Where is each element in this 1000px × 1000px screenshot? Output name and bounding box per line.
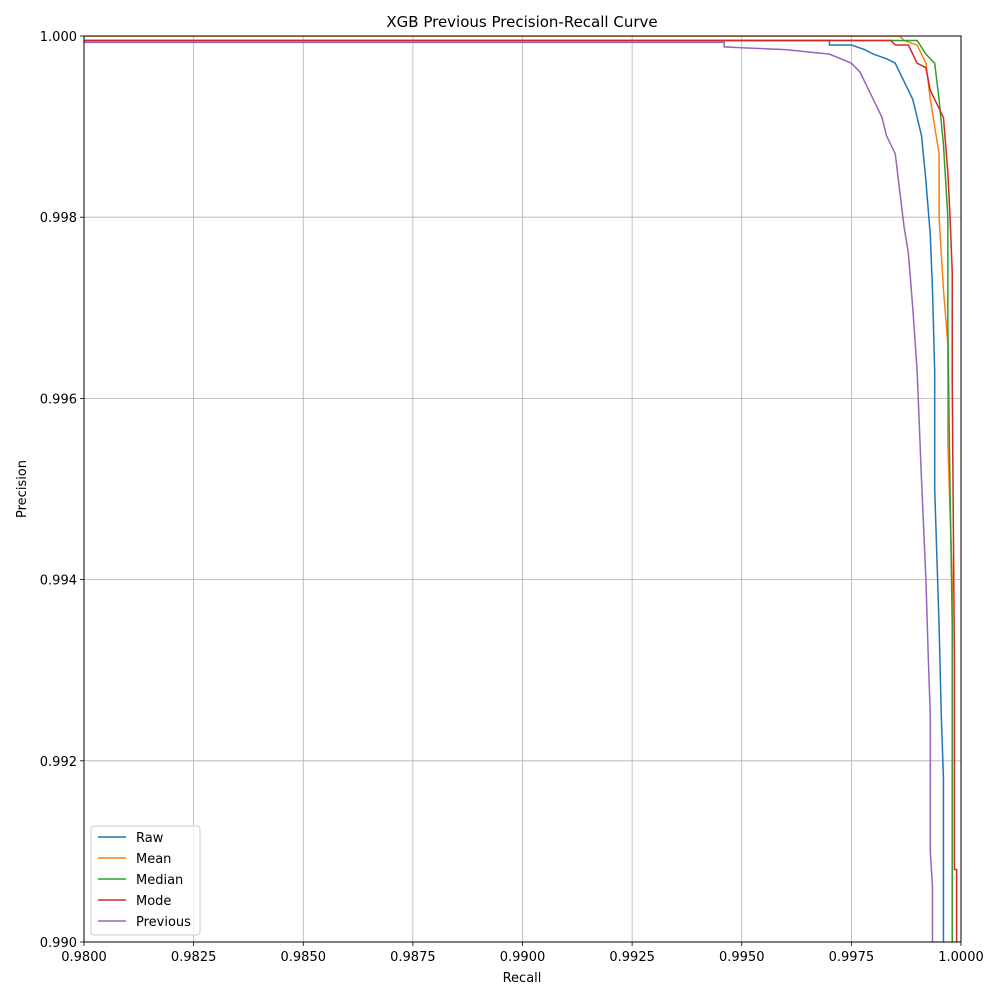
x-tick-label: 0.9950 <box>719 950 765 965</box>
x-tick-label: 1.0000 <box>938 950 984 965</box>
y-tick-label: 0.994 <box>40 574 77 589</box>
x-tick-label: 0.9850 <box>281 950 327 965</box>
legend-label-mode: Mode <box>136 894 171 909</box>
x-tick-label: 0.9925 <box>609 950 655 965</box>
x-tick-label: 0.9825 <box>171 950 217 965</box>
y-tick-label: 0.992 <box>40 755 77 770</box>
y-axis-ticks: 0.990 0.992 0.994 0.996 0.998 1.000 <box>40 30 84 951</box>
chart-title: XGB Previous Precision-Recall Curve <box>386 13 657 31</box>
series-line-previous <box>84 41 934 942</box>
y-tick-label: 0.996 <box>40 392 77 407</box>
x-axis-label: Recall <box>503 971 542 986</box>
series-line-raw <box>84 39 945 942</box>
y-tick-label: 0.998 <box>40 211 77 226</box>
series-line-median <box>84 39 953 942</box>
x-tick-label: 0.9800 <box>61 950 107 965</box>
x-tick-label: 0.9900 <box>500 950 546 965</box>
series-lines <box>84 36 958 942</box>
series-line-mode <box>84 39 958 942</box>
y-tick-label: 1.000 <box>40 30 77 45</box>
x-tick-label: 0.9975 <box>829 950 875 965</box>
legend-label-mean: Mean <box>136 852 171 867</box>
legend-box <box>90 825 201 936</box>
x-axis-ticks: 0.9800 0.9825 0.9850 0.9875 0.9900 0.9925 0.99… <box>61 942 984 965</box>
series-line-mean <box>84 36 953 942</box>
y-tick-label: 0.990 <box>40 936 77 951</box>
legend-label-median: Median <box>136 873 183 888</box>
legend-label-raw: Raw <box>136 831 164 846</box>
legend-label-previous: Previous <box>136 915 191 930</box>
y-axis-label: Precision <box>15 460 30 518</box>
legend: Raw Mean Median Mode Previous <box>90 825 201 936</box>
x-tick-label: 0.9875 <box>390 950 436 965</box>
